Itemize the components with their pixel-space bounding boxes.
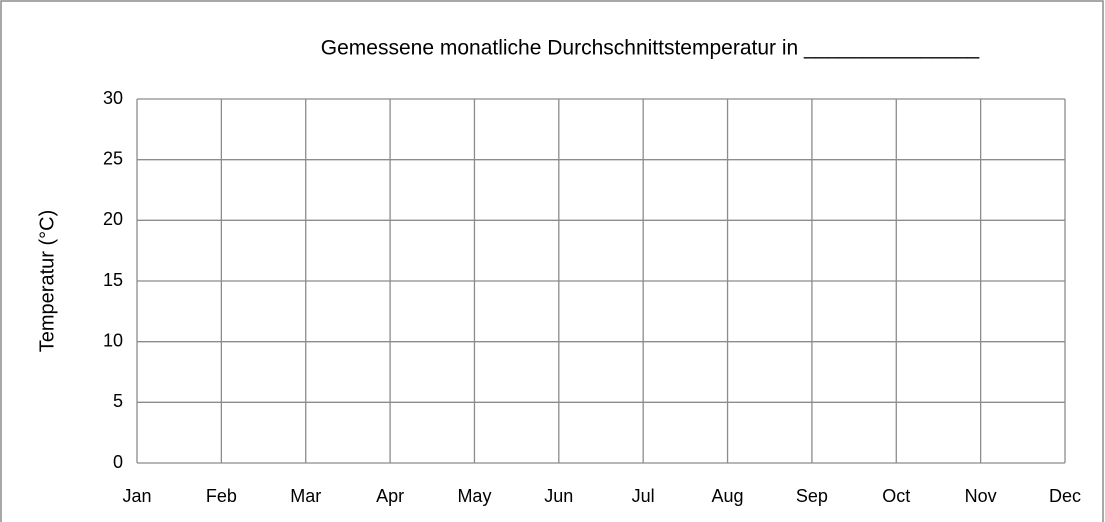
y-tick-label: 20 <box>103 209 123 229</box>
y-tick-label: 30 <box>103 88 123 108</box>
y-axis-label: Temperatur (°C) <box>36 210 58 352</box>
x-tick-label: Feb <box>206 486 237 506</box>
x-tick-label: Aug <box>712 486 744 506</box>
y-tick-label: 25 <box>103 148 123 168</box>
x-tick-label: Dec <box>1049 486 1081 506</box>
chart-title: Gemessene monatliche Durchschnittstemper… <box>321 37 980 60</box>
y-tick-label: 10 <box>103 330 123 350</box>
x-tick-label: Oct <box>882 486 910 506</box>
x-tick-label: Jan <box>122 486 151 506</box>
x-tick-label: Jun <box>544 486 573 506</box>
y-tick-label: 0 <box>113 452 123 472</box>
x-tick-label: Mar <box>290 486 321 506</box>
x-tick-label: Apr <box>376 486 404 506</box>
x-tick-label: Jul <box>632 486 655 506</box>
y-tick-label: 5 <box>113 391 123 411</box>
x-tick-label: Nov <box>965 486 997 506</box>
x-tick-label: Sep <box>796 486 828 506</box>
y-tick-label: 15 <box>103 270 123 290</box>
x-tick-label: May <box>457 486 491 506</box>
